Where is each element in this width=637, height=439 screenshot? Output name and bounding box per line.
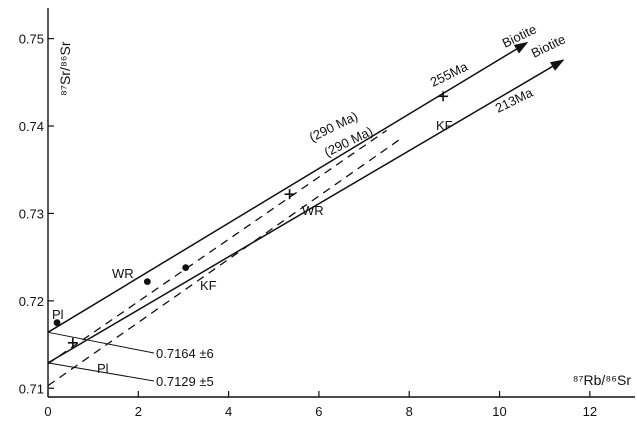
y-tick-label: 0.73	[19, 206, 44, 221]
intercept-leader	[47, 362, 155, 382]
y-tick-label: 0.72	[19, 294, 44, 309]
intercept-label-lower: 0.7129 ±5	[156, 374, 214, 389]
label-pl-dot: Pl	[52, 307, 64, 322]
ref-290-lower-line	[47, 138, 401, 387]
y-axis-ticks: 0.71 0.72 0.73 0.74 0.75	[19, 32, 54, 396]
label-pl-cross: Pl	[97, 361, 109, 376]
y-axis-title: ⁸⁷Sr/⁸⁶Sr	[57, 41, 73, 96]
point-dot-pl	[53, 319, 61, 327]
data-points	[53, 91, 449, 348]
x-tick-label: 2	[135, 404, 142, 419]
y-tick-label: 0.75	[19, 32, 44, 47]
label-255ma: 255Ma	[428, 58, 471, 89]
ref-290-upper-line	[47, 129, 388, 365]
isochron-213-line	[47, 59, 565, 364]
x-axis-title: ⁸⁷Rb/⁸⁶Sr	[573, 372, 632, 388]
x-axis-ticks: 0 2 4 6 8 10 12	[44, 391, 597, 419]
intercept-leader	[47, 331, 155, 354]
intercept-label-upper: 0.7164 ±6	[156, 346, 214, 361]
x-tick-label: 12	[583, 404, 597, 419]
intercept-leaders	[47, 331, 155, 382]
isochron-255-line	[47, 41, 529, 333]
isochron-lines	[47, 41, 565, 387]
label-kf-dot: KF	[200, 278, 217, 293]
point-dot-kf	[182, 264, 190, 272]
x-tick-label: 4	[225, 404, 232, 419]
x-tick-label: 0	[44, 404, 51, 419]
x-tick-label: 10	[492, 404, 506, 419]
y-tick-label: 0.71	[19, 381, 44, 396]
label-kf-cross: KF	[436, 118, 453, 133]
point-dot-wr	[143, 278, 151, 286]
label-wr-dot: WR	[112, 266, 134, 281]
y-tick-label: 0.74	[19, 119, 44, 134]
x-tick-label: 6	[315, 404, 322, 419]
label-wr-cross: WR	[302, 203, 324, 218]
x-tick-label: 8	[406, 404, 413, 419]
